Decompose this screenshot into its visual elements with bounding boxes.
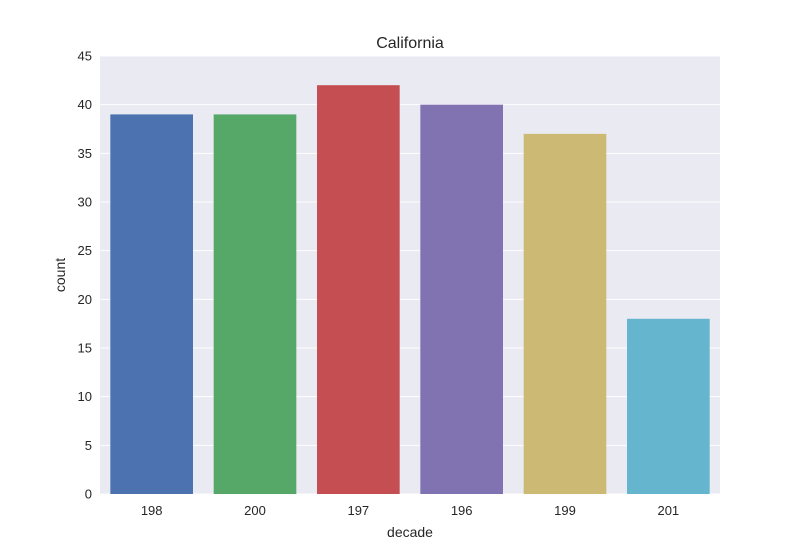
- chart-title: California: [376, 35, 444, 52]
- x-tick-label: 196: [451, 503, 473, 518]
- y-axis-label: count: [52, 258, 68, 292]
- x-tick-label: 200: [244, 503, 266, 518]
- y-tick-label: 45: [78, 49, 92, 64]
- y-tick-label: 40: [78, 97, 92, 112]
- grid-lines: [100, 55, 720, 495]
- bar-200: [213, 114, 297, 495]
- bar-201: [627, 318, 710, 494]
- y-tick-label: 35: [78, 146, 92, 161]
- x-tick-label: 201: [657, 503, 679, 518]
- bar-198: [110, 114, 193, 495]
- plot-background: [100, 56, 720, 494]
- x-tick-label: 199: [554, 503, 576, 518]
- x-axis-label: decade: [387, 524, 433, 540]
- y-tick-label: 0: [85, 487, 92, 502]
- y-tick-labels: 0 5 10 15 20 25 30 35 40 45: [78, 49, 92, 502]
- bars: [110, 85, 710, 495]
- x-tick-label: 197: [347, 503, 369, 518]
- bar-196: [420, 104, 503, 495]
- y-tick-label: 15: [78, 341, 92, 356]
- bar-199: [523, 133, 607, 494]
- y-tick-label: 25: [78, 243, 92, 258]
- bar-197: [317, 85, 400, 494]
- y-tick-label: 5: [85, 438, 92, 453]
- y-tick-label: 20: [78, 292, 92, 307]
- x-tick-labels: 198 200 197 196 199 201: [141, 503, 679, 518]
- y-tick-label: 10: [78, 389, 92, 404]
- y-tick-label: 30: [78, 195, 92, 210]
- x-tick-label: 198: [141, 503, 163, 518]
